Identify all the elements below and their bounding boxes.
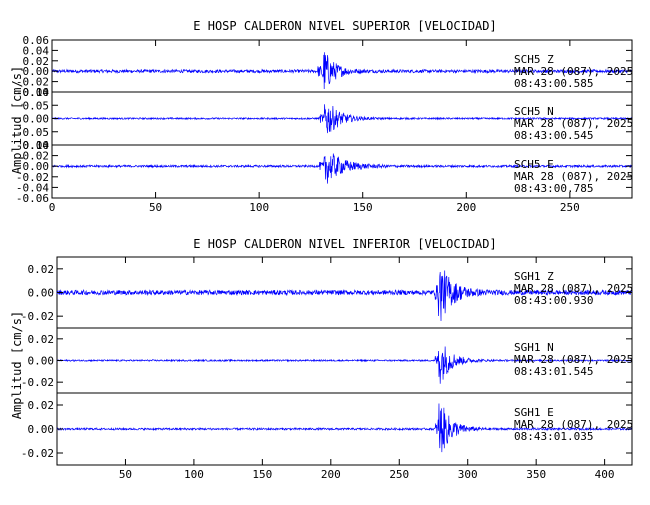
date-label-1-0: MAR 28 (087), 2025 [514, 282, 633, 295]
y-tick-label-1-0-1: 0.00 [28, 287, 55, 300]
date-label-1-2: MAR 28 (087), 2025 [514, 418, 633, 431]
y-tick-label-0-2-5: -0.06 [16, 192, 49, 205]
waveform-sgh1-e [56, 403, 633, 453]
x-tick-label-0-0: 0 [49, 201, 56, 214]
panel-frame-0-2 [51, 144, 633, 199]
y-tick-label-0-0-4: -0.02 [16, 76, 49, 89]
station-label-1-0: SGH1 Z [514, 270, 554, 283]
y-axis-label-lower: Amplitud [cm/s] [10, 311, 24, 419]
x-tick-label-1-6: 350 [526, 468, 546, 481]
y-tick-label-1-1-0: 0.02 [28, 333, 55, 346]
date-label-0-2: MAR 28 (087), 2025 [514, 170, 633, 183]
date-label-0-0: MAR 28 (087), 2025 [514, 65, 633, 78]
x-tick-label-1-5: 300 [458, 468, 478, 481]
time-label-1-2: 08:43:01.035 [514, 430, 593, 443]
y-tick-label-0-2-1: 0.02 [23, 150, 50, 163]
y-tick-label-0-0-1: 0.04 [23, 44, 50, 57]
time-label-1-1: 08:43:01.545 [514, 365, 593, 378]
y-tick-label-0-0-2: 0.02 [23, 55, 50, 68]
x-tick-label-0-1: 50 [149, 201, 162, 214]
x-tick-label-1-1: 100 [184, 468, 204, 481]
x-tick-label-1-4: 250 [389, 468, 409, 481]
y-tick-label-1-1-1: 0.00 [28, 355, 55, 368]
y-tick-label-0-1-3: -0.05 [16, 126, 49, 139]
waveform-sch5-z [51, 52, 633, 90]
y-tick-label-0-2-0: 0.04 [23, 139, 50, 152]
y-tick-label-0-1-2: 0.00 [23, 113, 50, 126]
date-label-1-1: MAR 28 (087), 2025 [514, 353, 633, 366]
time-label-0-2: 08:43:00.785 [514, 182, 593, 195]
time-label-0-1: 08:43:00.545 [514, 129, 593, 142]
y-axis-label-upper: Amplitud [cm/s] [10, 66, 24, 174]
x-tick-label-1-2: 150 [252, 468, 272, 481]
chart-title-lower: E HOSP CALDERON NIVEL INFERIOR [VELOCIDA… [193, 237, 496, 251]
station-label-0-2: SCH5 E [514, 158, 554, 171]
y-tick-label-1-2-1: 0.00 [28, 423, 55, 436]
x-tick-label-0-2: 100 [249, 201, 269, 214]
station-label-0-1: SCH5 N [514, 105, 554, 118]
station-label-1-2: SGH1 E [514, 406, 554, 419]
y-tick-label-0-1-4: -0.10 [16, 139, 49, 152]
time-label-0-0: 08:43:00.585 [514, 77, 593, 90]
x-tick-label-0-5: 250 [560, 201, 580, 214]
y-tick-label-1-2-0: 0.02 [28, 399, 55, 412]
y-tick-label-0-2-4: -0.04 [16, 181, 49, 194]
y-tick-label-0-0-5: -0.04 [16, 86, 49, 99]
y-tick-label-0-0-3: 0.00 [23, 65, 50, 78]
chart-title-upper: E HOSP CALDERON NIVEL SUPERIOR [VELOCIDA… [193, 19, 496, 33]
x-tick-label-0-3: 150 [353, 201, 373, 214]
waveform-sch5-e [51, 153, 633, 184]
x-tick-label-1-0: 50 [119, 468, 132, 481]
y-tick-label-1-0-2: -0.02 [21, 310, 54, 323]
y-tick-label-0-1-1: 0.05 [23, 99, 50, 112]
waveform-sgh1-z [56, 270, 633, 321]
date-label-0-1: MAR 28 (087), 2025 [514, 117, 633, 130]
y-tick-label-0-0-0: 0.06 [23, 34, 50, 47]
station-label-1-1: SGH1 N [514, 341, 554, 354]
y-tick-label-1-0-0: 0.02 [28, 263, 55, 276]
y-tick-label-0-2-2: 0.00 [23, 160, 50, 173]
station-label-0-0: SCH5 Z [514, 53, 554, 66]
waveform-sgh1-n [56, 346, 633, 384]
y-tick-label-1-2-2: -0.02 [21, 447, 54, 460]
y-tick-label-0-1-0: 0.10 [23, 86, 50, 99]
y-tick-label-1-1-2: -0.02 [21, 376, 54, 389]
x-tick-label-0-4: 200 [456, 201, 476, 214]
y-tick-label-0-2-3: -0.02 [16, 171, 49, 184]
time-label-1-0: 08:43:00.930 [514, 294, 593, 307]
waveform-sch5-n [51, 104, 633, 134]
x-tick-label-1-7: 400 [595, 468, 615, 481]
x-tick-label-1-3: 200 [321, 468, 341, 481]
